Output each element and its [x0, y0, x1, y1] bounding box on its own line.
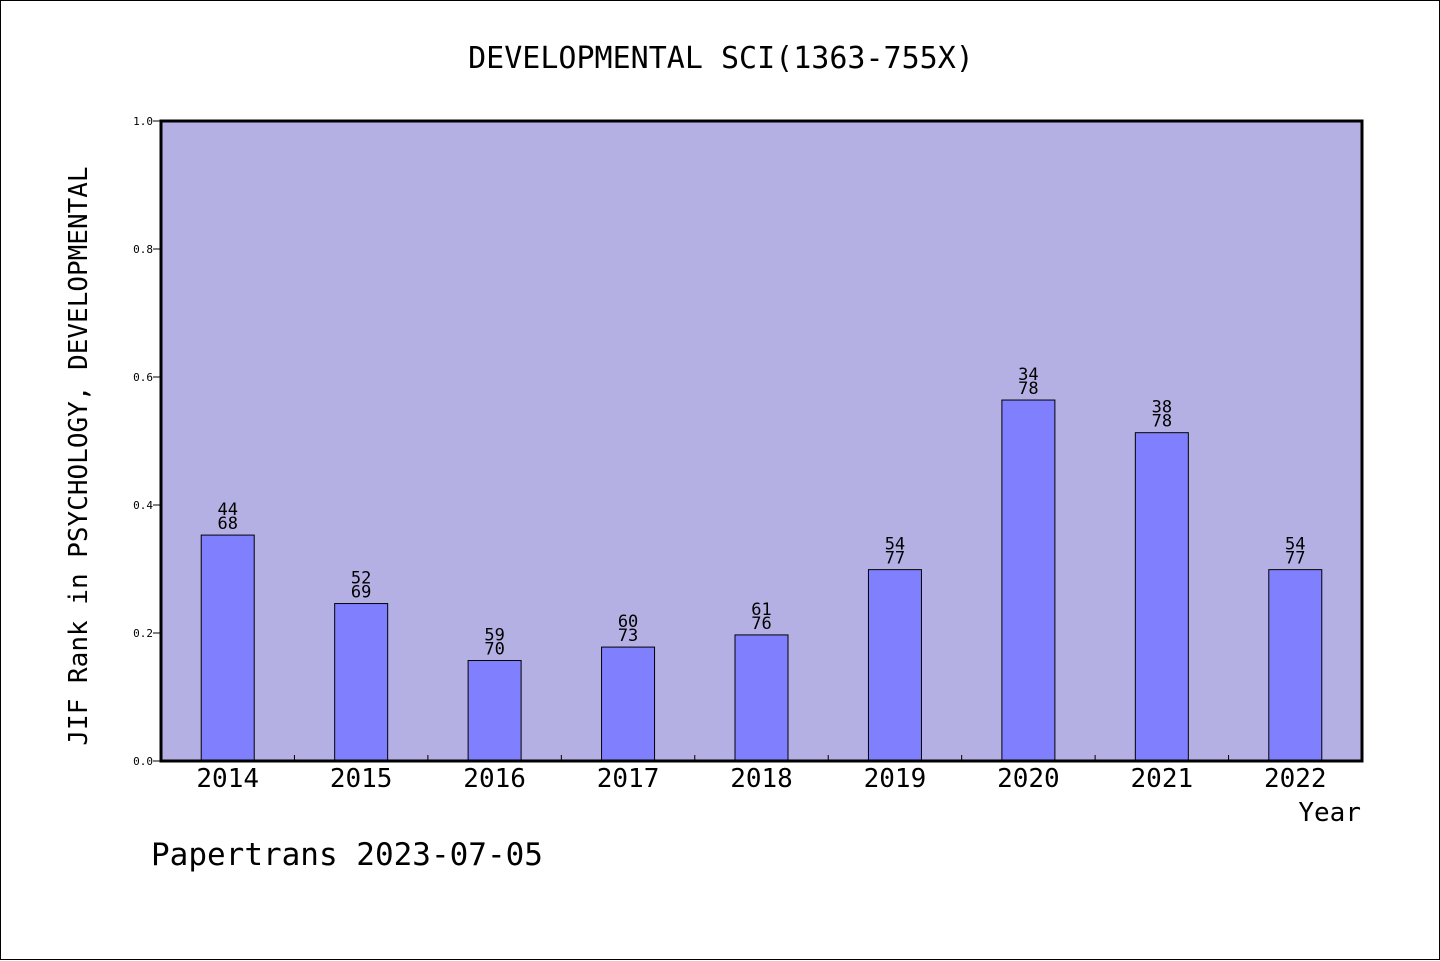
rank-label: 54	[885, 535, 905, 555]
rank-label: 60	[618, 612, 638, 632]
x-tick-label: 2015	[330, 764, 393, 794]
bar	[1268, 569, 1323, 762]
bar	[467, 660, 522, 762]
y-axis-label: JIF Rank in PSYCHOLOGY, DEVELOPMENTAL	[64, 166, 94, 745]
y-tick-label: 0.8	[133, 243, 153, 256]
total-label: 68	[217, 514, 237, 534]
rank-label: 54	[1285, 535, 1305, 555]
rank-label: 38	[1152, 398, 1172, 418]
y-tick-label: 0.4	[133, 499, 153, 512]
rank-label: 52	[351, 569, 371, 589]
total-label: 78	[1018, 379, 1038, 399]
rank-label: 34	[1018, 365, 1038, 385]
rank-label: 61	[751, 600, 771, 620]
rank-label: 59	[484, 626, 504, 646]
bar	[601, 646, 656, 762]
bar	[1001, 399, 1056, 762]
x-tick-label: 2017	[597, 764, 660, 794]
total-label: 76	[751, 614, 771, 634]
x-tick-label: 2021	[1131, 764, 1194, 794]
x-tick-label: 2016	[463, 764, 526, 794]
y-tick-label: 0.0	[133, 755, 153, 768]
rank-label: 44	[217, 500, 237, 520]
y-tick-label: 1.0	[133, 115, 153, 128]
total-label: 77	[1285, 549, 1305, 569]
total-label: 73	[618, 626, 638, 646]
plot-border	[159, 119, 1364, 763]
total-label: 70	[484, 640, 504, 660]
bar	[867, 569, 922, 762]
x-tick-label: 2014	[196, 764, 259, 794]
bar	[1134, 432, 1189, 762]
bar	[334, 603, 389, 762]
x-tick-label: 2020	[997, 764, 1060, 794]
bar	[734, 634, 789, 762]
total-label: 77	[885, 549, 905, 569]
x-axis-label: Year	[1298, 798, 1361, 828]
x-tick-label: 2022	[1264, 764, 1327, 794]
total-label: 69	[351, 583, 371, 603]
total-label: 78	[1152, 412, 1172, 432]
source-footer: Papertrans 2023-07-05	[151, 837, 543, 873]
bars-layer	[200, 399, 1323, 762]
bar	[200, 534, 255, 762]
x-tick-label: 2019	[864, 764, 927, 794]
chart-title: DEVELOPMENTAL SCI(1363-755X)	[468, 41, 974, 76]
x-tick-label: 2018	[730, 764, 793, 794]
y-tick-label: 0.2	[133, 627, 153, 640]
y-tick-label: 0.6	[133, 371, 153, 384]
